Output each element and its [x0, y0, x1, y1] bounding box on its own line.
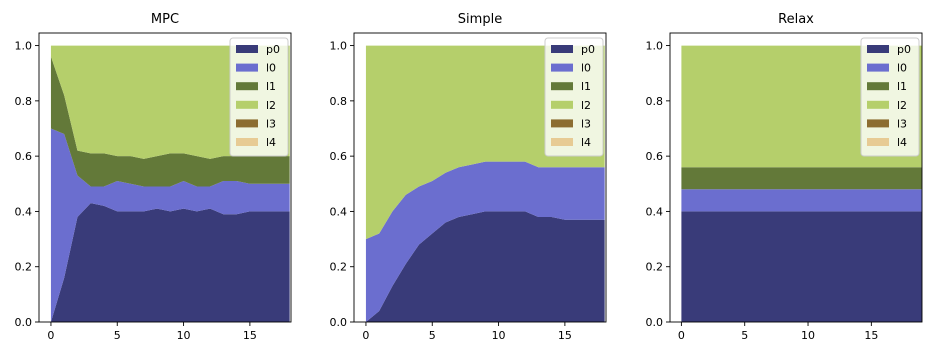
legend-label-l2: l2 — [897, 99, 907, 112]
panel-simple: 0.0 0.2 0.4 0.6 0.8 1.0 0 5 10 15 Simple p0 l0 l1 l2 l3… — [330, 12, 607, 342]
x-tick-label: 10 — [492, 329, 506, 342]
legend-swatch-l3 — [236, 119, 258, 128]
y-tick-label: 0.6 — [646, 150, 664, 163]
x-tick-label: 10 — [801, 329, 815, 342]
legend-label-l4: l4 — [897, 136, 907, 149]
legend-swatch-p0 — [867, 45, 889, 53]
legend-swatch-p0 — [236, 45, 258, 53]
y-tick-label: 0.2 — [15, 261, 33, 274]
legend-label-l1: l1 — [897, 80, 907, 93]
legend-swatch-l0 — [551, 63, 573, 72]
y-tick-label: 1.0 — [646, 40, 664, 53]
x-tick-label: 5 — [429, 329, 436, 342]
y-tick-label: 0.8 — [15, 95, 33, 108]
area-series-p0 — [365, 211, 605, 322]
legend: p0 l0 l1 l2 l3 l4 — [544, 37, 604, 157]
legend-swatch-l4 — [867, 138, 889, 146]
legend-label-l2: l2 — [266, 99, 276, 112]
legend-label-l3: l3 — [581, 117, 591, 130]
legend-label-p0: p0 — [581, 43, 595, 56]
legend-swatch-l2 — [551, 100, 573, 109]
y-tick-label: 0.0 — [330, 316, 348, 329]
y-tick-label: 0.6 — [330, 150, 348, 163]
legend-swatch-l3 — [867, 119, 889, 128]
y-tick-label: 1.0 — [330, 40, 348, 53]
legend-label-l1: l1 — [266, 80, 276, 93]
y-tick-label: 0.4 — [15, 205, 33, 218]
legend-swatch-l4 — [551, 138, 573, 146]
legend-label-p0: p0 — [897, 43, 911, 56]
y-tick-label: 1.0 — [15, 40, 33, 53]
y-tick-label: 0.4 — [646, 205, 664, 218]
x-tick-label: 0 — [678, 329, 685, 342]
x-tick-label: 0 — [47, 329, 54, 342]
legend-swatch-l3 — [551, 119, 573, 128]
area-series-l1 — [50, 56, 290, 187]
x-tick-label: 15 — [243, 329, 257, 342]
legend-swatch-l0 — [236, 63, 258, 72]
legend: p0 l0 l1 l2 l3 l4 — [229, 37, 289, 157]
x-tick-label: 5 — [741, 329, 748, 342]
x-tick-label: 10 — [177, 329, 191, 342]
y-tick-label: 0.6 — [15, 150, 33, 163]
axes-frame — [353, 32, 607, 323]
y-tick-label: 0.8 — [330, 95, 348, 108]
panel-mpc: 0.0 0.2 0.4 0.6 0.8 1.0 0 5 10 15 MPC p0 l0 l1 l2 l3 l4 — [15, 12, 292, 342]
legend-label-l1: l1 — [581, 80, 591, 93]
legend-swatch-l2 — [236, 100, 258, 109]
axes-frame — [669, 32, 923, 323]
y-tick-label: 0.2 — [330, 261, 348, 274]
legend-label-l0: l0 — [897, 62, 907, 75]
chart-title: Relax — [778, 12, 814, 27]
legend-label-l3: l3 — [266, 117, 276, 130]
panel-relax: 0.0 0.2 0.4 0.6 0.8 1.0 0 5 10 15 Relax p0 l0 l1 l2 l3 l… — [646, 12, 923, 342]
y-tick-label: 0.8 — [646, 95, 664, 108]
legend-label-l3: l3 — [897, 117, 907, 130]
legend-label-l4: l4 — [581, 136, 591, 149]
area-series-l0 — [365, 161, 605, 322]
legend-swatch-l1 — [867, 82, 889, 91]
legend-swatch-l1 — [236, 82, 258, 91]
area-series-l1 — [681, 167, 922, 190]
legend-swatch-l2 — [867, 100, 889, 109]
legend-label-l0: l0 — [266, 62, 276, 75]
y-tick-label: 0.0 — [15, 316, 33, 329]
x-tick-label: 5 — [114, 329, 121, 342]
legend-swatch-l4 — [236, 138, 258, 146]
axes-frame — [38, 32, 292, 323]
legend-label-l4: l4 — [266, 136, 276, 149]
area-series-p0 — [681, 211, 922, 322]
legend-label-l2: l2 — [581, 99, 591, 112]
x-tick-label: 0 — [362, 329, 369, 342]
legend-swatch-l1 — [551, 82, 573, 91]
y-tick-label: 0.2 — [646, 261, 664, 274]
y-tick-label: 0.4 — [330, 205, 348, 218]
legend-label-p0: p0 — [266, 43, 280, 56]
chart-title: MPC — [151, 12, 179, 27]
legend-swatch-p0 — [551, 45, 573, 53]
legend-label-l0: l0 — [581, 62, 591, 75]
area-series-p0 — [50, 203, 290, 322]
y-tick-label: 0.0 — [646, 316, 664, 329]
legend: p0 l0 l1 l2 l3 l4 — [860, 37, 920, 157]
chart-title: Simple — [458, 12, 502, 27]
area-series-l0 — [681, 189, 922, 212]
legend-swatch-l0 — [867, 63, 889, 72]
x-tick-label: 15 — [864, 329, 878, 342]
x-tick-label: 15 — [558, 329, 572, 342]
